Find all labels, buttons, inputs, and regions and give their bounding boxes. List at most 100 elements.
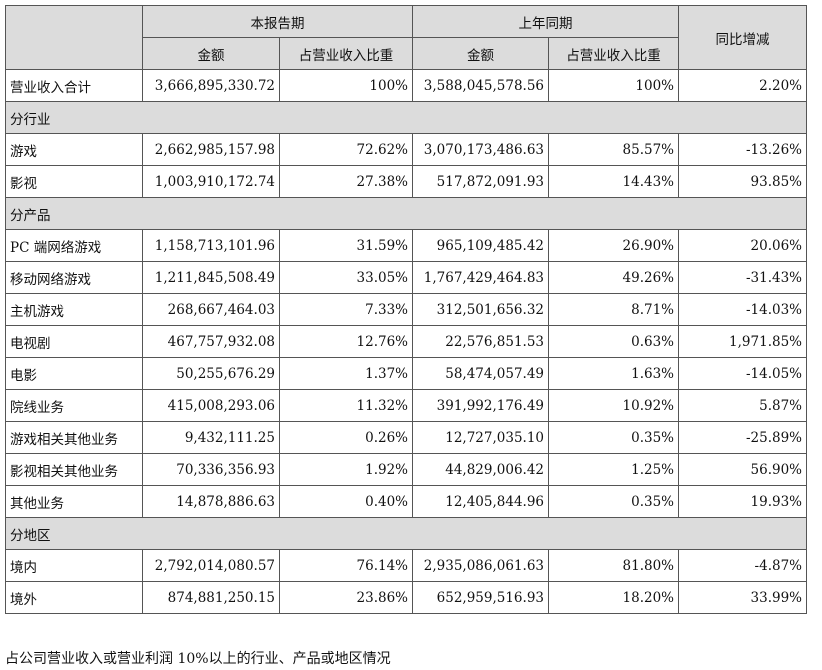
header-current-period: 本报告期 (142, 5, 413, 38)
yoy-cell: -25.89% (678, 421, 807, 454)
row-label: PC 端网络游戏 (5, 229, 143, 262)
header-yoy: 同比增减 (678, 5, 807, 70)
prior-share-cell: 85.57% (548, 133, 679, 166)
table-row: 其他业务 14,878,886.63 0.40% 12,405,844.96 0.35%… (5, 485, 807, 518)
cur-share-cell: 33.05% (279, 261, 413, 294)
section-header-row: 分行业 (5, 101, 807, 134)
cur-share-cell: 76.14% (279, 549, 413, 582)
yoy-cell: 56.90% (678, 453, 807, 486)
prior-share-cell: 10.92% (548, 389, 679, 422)
prior-amount-cell: 12,405,844.96 (412, 485, 549, 518)
yoy-cell: -14.05% (678, 357, 807, 390)
prior-amount-cell: 517,872,091.93 (412, 165, 549, 198)
cur-share-cell: 100% (279, 69, 413, 102)
prior-amount-cell: 12,727,035.10 (412, 421, 549, 454)
prior-amount-cell: 3,588,045,578.56 (412, 69, 549, 102)
cur-share-cell: 7.33% (279, 293, 413, 326)
yoy-cell: 93.85% (678, 165, 807, 198)
cur-share-cell: 1.92% (279, 453, 413, 486)
prior-share-cell: 0.63% (548, 325, 679, 358)
prior-amount-cell: 44,829,006.42 (412, 453, 549, 486)
prior-share-cell: 14.43% (548, 165, 679, 198)
prior-share-cell: 0.35% (548, 485, 679, 518)
prior-share-cell: 18.20% (548, 581, 679, 614)
yoy-cell: 19.93% (678, 485, 807, 518)
row-label: 移动网络游戏 (5, 261, 143, 294)
header-prior-amount: 金额 (412, 37, 549, 70)
cur-amount-cell: 2,662,985,157.98 (142, 133, 280, 166)
table-row: PC 端网络游戏 1,158,713,101.96 31.59% 965,109,48… (5, 229, 807, 262)
cur-amount-cell: 1,003,910,172.74 (142, 165, 280, 198)
row-label: 游戏相关其他业务 (5, 421, 143, 454)
section-title: 分地区 (5, 517, 807, 550)
prior-amount-cell: 22,576,851.53 (412, 325, 549, 358)
yoy-cell: -31.43% (678, 261, 807, 294)
row-label: 院线业务 (5, 389, 143, 422)
row-label: 主机游戏 (5, 293, 143, 326)
prior-amount-cell: 2,935,086,061.63 (412, 549, 549, 582)
row-label: 其他业务 (5, 485, 143, 518)
prior-share-cell: 81.80% (548, 549, 679, 582)
yoy-cell: 1,971.85% (678, 325, 807, 358)
cur-amount-cell: 1,158,713,101.96 (142, 229, 280, 262)
cur-share-cell: 27.38% (279, 165, 413, 198)
prior-amount-cell: 3,070,173,486.63 (412, 133, 549, 166)
prior-share-cell: 1.25% (548, 453, 679, 486)
section-header-row: 分产品 (5, 197, 807, 230)
row-label: 游戏 (5, 133, 143, 166)
cur-share-cell: 0.40% (279, 485, 413, 518)
cur-amount-cell: 268,667,464.03 (142, 293, 280, 326)
prior-amount-cell: 58,474,057.49 (412, 357, 549, 390)
row-label: 境内 (5, 549, 143, 582)
yoy-cell: 2.20% (678, 69, 807, 102)
yoy-cell: 5.87% (678, 389, 807, 422)
row-label: 影视相关其他业务 (5, 453, 143, 486)
row-label: 营业收入合计 (5, 69, 143, 102)
section-title: 分行业 (5, 101, 807, 134)
cur-amount-cell: 415,008,293.06 (142, 389, 280, 422)
prior-share-cell: 49.26% (548, 261, 679, 294)
cur-amount-cell: 2,792,014,080.57 (142, 549, 280, 582)
row-label: 影视 (5, 165, 143, 198)
table-row: 游戏 2,662,985,157.98 72.62% 3,070,173,486.63… (5, 133, 807, 166)
prior-amount-cell: 965,109,485.42 (412, 229, 549, 262)
cur-amount-cell: 3,666,895,330.72 (142, 69, 280, 102)
table-row: 电视剧 467,757,932.08 12.76% 22,576,851.53 0.63… (5, 325, 807, 358)
prior-share-cell: 26.90% (548, 229, 679, 262)
cur-amount-cell: 9,432,111.25 (142, 421, 280, 454)
prior-share-cell: 1.63% (548, 357, 679, 390)
header-prior-period: 上年同期 (412, 5, 679, 38)
header-row-2: 金额 占营业收入比重 金额 占营业收入比重 (6, 37, 807, 70)
prior-amount-cell: 1,767,429,464.83 (412, 261, 549, 294)
prior-share-cell: 0.35% (548, 421, 679, 454)
table-row: 境外 874,881,250.15 23.86% 652,959,516.93 18.2… (5, 581, 807, 614)
table-row: 移动网络游戏 1,211,845,508.49 33.05% 1,767,429,46… (5, 261, 807, 294)
header-row-1: 本报告期 上年同期 同比增减 (5, 5, 807, 70)
section-header-row: 分地区 (5, 517, 807, 550)
yoy-cell: -4.87% (678, 549, 807, 582)
header-cur-amount: 金额 (142, 37, 280, 70)
prior-share-cell: 8.71% (548, 293, 679, 326)
cur-amount-cell: 50,255,676.29 (142, 357, 280, 390)
cur-amount-cell: 70,336,356.93 (142, 453, 280, 486)
header-cur-share: 占营业收入比重 (279, 37, 413, 70)
section-title: 分产品 (5, 197, 807, 230)
header-blank (5, 5, 143, 70)
table-body: 营业收入合计 3,666,895,330.72 100% 3,588,045,5… (5, 69, 807, 614)
cur-share-cell: 1.37% (279, 357, 413, 390)
cur-share-cell: 12.76% (279, 325, 413, 358)
table-row: 影视 1,003,910,172.74 27.38% 517,872,091.93 14… (5, 165, 807, 198)
prior-amount-cell: 391,992,176.49 (412, 389, 549, 422)
cur-share-cell: 72.62% (279, 133, 413, 166)
row-label: 境外 (5, 581, 143, 614)
cur-share-cell: 0.26% (279, 421, 413, 454)
prior-share-cell: 100% (548, 69, 679, 102)
table-row: 主机游戏 268,667,464.03 7.33% 312,501,656.32 8.7… (5, 293, 807, 326)
prior-amount-cell: 652,959,516.93 (412, 581, 549, 614)
prior-amount-cell: 312,501,656.32 (412, 293, 549, 326)
table-row: 影视相关其他业务 70,336,356.93 1.92% 44,829,006.42 1… (5, 453, 807, 486)
cur-share-cell: 23.86% (279, 581, 413, 614)
cur-amount-cell: 1,211,845,508.49 (142, 261, 280, 294)
table-row: 电影 50,255,676.29 1.37% 58,474,057.49 1.63% -1… (5, 357, 807, 390)
yoy-cell: 33.99% (678, 581, 807, 614)
